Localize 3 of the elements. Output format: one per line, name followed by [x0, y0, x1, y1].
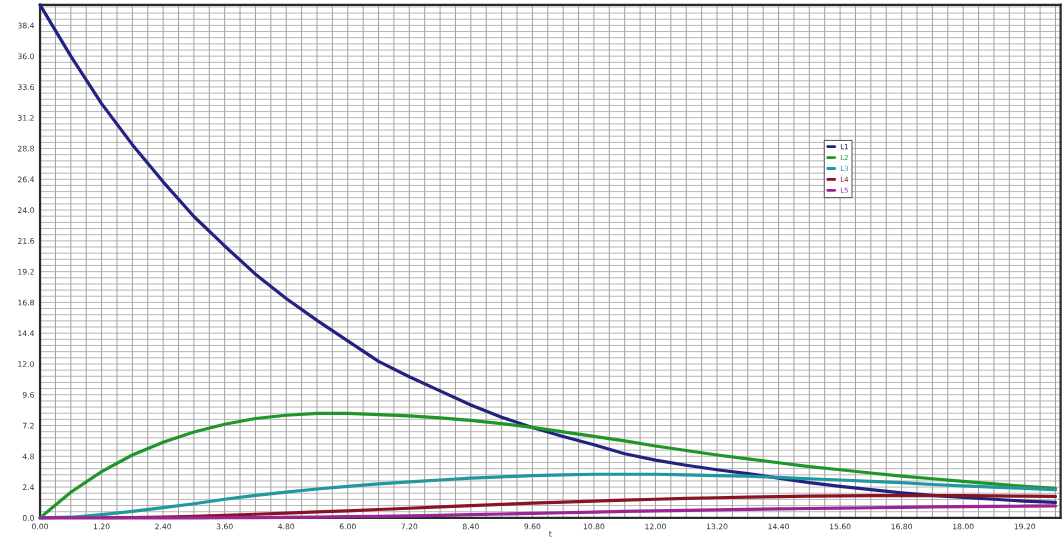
line-series [38, 3, 1058, 505]
line-series [38, 504, 1058, 520]
line-series [38, 411, 1058, 520]
